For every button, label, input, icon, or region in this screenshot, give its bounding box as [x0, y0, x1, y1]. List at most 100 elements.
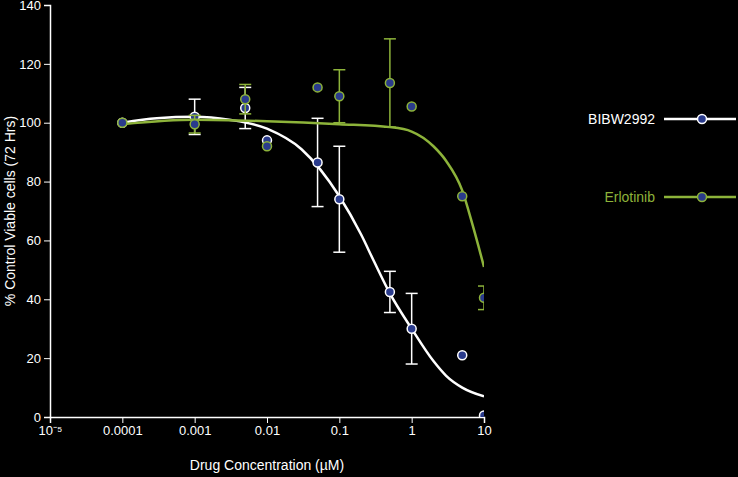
error-bar — [189, 115, 201, 133]
data-point — [241, 95, 250, 104]
data-point — [480, 293, 485, 302]
legend-label: Erlotinib — [604, 189, 655, 205]
x-tick-mark — [484, 417, 485, 423]
data-point — [385, 287, 394, 296]
data-point — [335, 195, 344, 204]
error-bar-cap — [384, 38, 396, 40]
y-axis-line — [44, 6, 51, 418]
y-tick: 100 — [19, 115, 50, 130]
error-bar-cap — [406, 363, 418, 365]
data-point — [407, 102, 416, 111]
x-tick: 10⁻⁵ — [39, 417, 63, 438]
y-axis: 020406080100120140 — [19, 0, 50, 425]
data-point — [335, 92, 344, 101]
error-bar-cap — [333, 122, 345, 124]
y-tick-mark — [44, 64, 50, 65]
y-tick-mark — [44, 182, 50, 183]
y-tick-mark — [44, 358, 50, 359]
error-bar-cap — [189, 134, 201, 136]
error-bar-cap — [312, 206, 324, 208]
chart: 10⁻⁵0.00010.0010.010.1110020406080100120… — [0, 0, 738, 477]
x-tick-label: 0.0001 — [103, 423, 143, 438]
y-tick-mark — [44, 417, 50, 418]
fit-curve — [122, 120, 484, 267]
plot-area — [118, 39, 484, 417]
legend-item: Erlotinib — [604, 189, 736, 205]
y-tick-label: 140 — [19, 0, 41, 13]
data-point — [263, 142, 272, 151]
y-tick-mark — [44, 299, 50, 300]
x-tick-label: 10⁻⁵ — [39, 423, 63, 438]
legend: BIBW2992 Erlotinib — [588, 111, 736, 205]
data-point — [118, 118, 127, 127]
x-tick-label: 0.001 — [179, 423, 212, 438]
y-tick-label: 60 — [27, 233, 41, 248]
y-axis-title: % Control Viable cells (72 Hrs) — [2, 116, 18, 306]
error-bar-cap — [333, 251, 345, 253]
error-bar-cap — [189, 132, 201, 134]
y-tick-label: 20 — [27, 351, 41, 366]
x-tick-mark — [339, 417, 340, 423]
error-bar — [239, 84, 251, 113]
error-bar-cap — [239, 113, 251, 115]
data-point — [118, 118, 127, 127]
y-tick: 40 — [27, 292, 50, 307]
fit-curve — [122, 117, 484, 397]
y-tick: 60 — [27, 233, 50, 248]
y-tick: 140 — [19, 0, 50, 13]
error-bar — [333, 146, 345, 252]
error-bar-cap — [406, 293, 418, 295]
legend-marker — [698, 115, 707, 124]
error-bar-cap — [384, 312, 396, 314]
x-tick: 0.01 — [255, 417, 280, 438]
legend-marker — [698, 193, 707, 202]
x-tick: 10 — [477, 417, 491, 438]
x-axis-line — [51, 418, 485, 424]
data-point — [313, 158, 322, 167]
error-bar — [478, 286, 484, 310]
data-point — [480, 411, 485, 417]
y-tick: 0 — [34, 410, 50, 425]
x-tick: 0.0001 — [103, 417, 143, 438]
error-bar — [406, 293, 418, 364]
data-point — [313, 83, 322, 92]
data-point — [458, 351, 467, 360]
error-bar-cap — [384, 271, 396, 273]
x-tick-label: 10 — [477, 423, 491, 438]
data-point — [458, 192, 467, 201]
y-tick: 120 — [19, 57, 50, 72]
x-tick-mark — [195, 417, 196, 423]
data-point — [190, 120, 199, 129]
x-axis-title: Drug Concentration (µM) — [190, 457, 344, 473]
data-point — [385, 78, 394, 87]
y-tick-mark — [44, 123, 50, 124]
error-bar-cap — [189, 115, 201, 117]
x-tick-mark — [122, 417, 123, 423]
error-bar-cap — [478, 309, 484, 311]
x-tick-label: 0.1 — [331, 423, 349, 438]
x-tick: 0.001 — [179, 417, 212, 438]
x-tick-label: 1 — [409, 423, 416, 438]
legend-item: BIBW2992 — [588, 111, 736, 127]
error-bar-cap — [239, 128, 251, 130]
y-tick-label: 40 — [27, 292, 41, 307]
x-axis: 10⁻⁵ 0.0001 0.001 0.01 0.1 1 10 — [39, 417, 492, 438]
legend-label: BIBW2992 — [588, 111, 655, 127]
error-bar-cap — [384, 126, 396, 128]
error-bar-cap — [239, 84, 251, 86]
error-bar-cap — [312, 118, 324, 120]
error-bar-cap — [189, 98, 201, 100]
error-bar — [312, 118, 324, 206]
y-tick-label: 0 — [34, 410, 41, 425]
y-tick-mark — [44, 240, 50, 241]
error-bar — [333, 70, 345, 123]
data-point — [407, 324, 416, 333]
error-bar-cap — [333, 146, 345, 148]
x-tick-label: 0.01 — [255, 423, 280, 438]
x-tick-mark — [267, 417, 268, 423]
x-tick: 0.1 — [331, 417, 349, 438]
y-tick-label: 120 — [19, 57, 41, 72]
y-tick-label: 100 — [19, 115, 41, 130]
error-bar — [189, 99, 201, 134]
error-bar — [384, 39, 396, 127]
